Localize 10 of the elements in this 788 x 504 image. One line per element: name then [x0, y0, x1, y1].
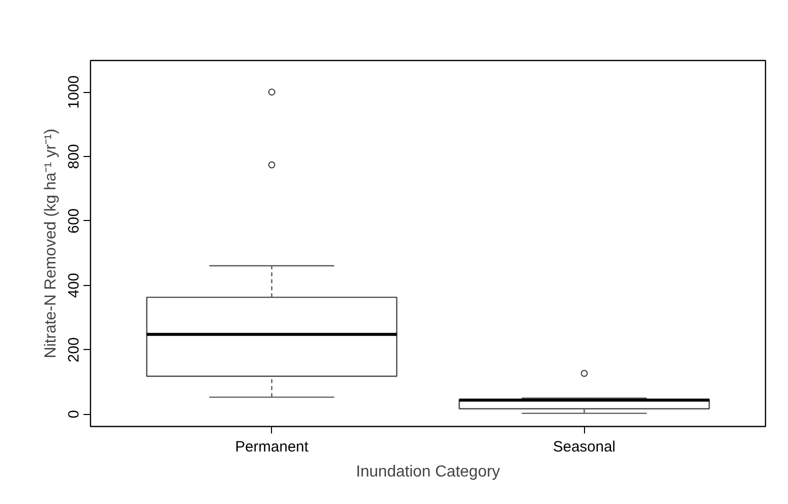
y-tick-label: 400 [66, 272, 82, 298]
y-tick-label: 800 [66, 144, 82, 170]
y-tick-label: 600 [66, 208, 82, 234]
y-tick-label: 1000 [66, 75, 82, 109]
x-axis-title: Inundation Category [356, 464, 500, 480]
y-tick-label: 200 [66, 337, 82, 362]
x-tick-label: Permanent [235, 438, 310, 456]
y-tick-label: 0 [66, 410, 82, 418]
x-tick-label: Seasonal [552, 438, 616, 456]
y-axis-title: Nitrate-N Removed (kg ha⁻¹ yr⁻¹) [42, 128, 60, 358]
